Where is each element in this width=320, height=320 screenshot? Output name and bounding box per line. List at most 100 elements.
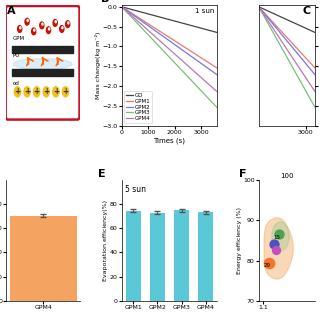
GO xyxy=(120,5,124,9)
Text: GPM: GPM xyxy=(12,36,24,41)
Text: 29: 29 xyxy=(263,263,270,268)
Bar xyxy=(198,212,213,301)
Line: GPM1: GPM1 xyxy=(122,7,217,68)
GPM2 xyxy=(207,67,211,71)
GO xyxy=(215,31,219,35)
Circle shape xyxy=(40,22,44,29)
GO xyxy=(207,28,211,32)
GO xyxy=(125,6,129,10)
Circle shape xyxy=(34,87,40,97)
GO xyxy=(138,10,141,13)
Point xyxy=(271,242,276,247)
Circle shape xyxy=(68,22,69,24)
GPM4 xyxy=(211,86,214,90)
Circle shape xyxy=(18,26,22,32)
GPM4 xyxy=(207,83,211,87)
Circle shape xyxy=(66,21,70,28)
GPM1 xyxy=(211,63,214,67)
GPM3 xyxy=(145,32,149,36)
GPM3 xyxy=(125,11,129,15)
GPM1 xyxy=(125,9,129,12)
Line: GPM3: GPM3 xyxy=(122,7,217,108)
Y-axis label: Energy efficiency (%): Energy efficiency (%) xyxy=(236,207,242,274)
GPM3 xyxy=(207,97,211,101)
Point xyxy=(276,232,282,237)
GPM3 xyxy=(211,101,214,105)
Text: 1 sun: 1 sun xyxy=(195,8,214,14)
Circle shape xyxy=(27,20,28,21)
GPM4 xyxy=(125,10,129,14)
X-axis label: Times (s): Times (s) xyxy=(154,138,186,144)
GPM2 xyxy=(120,5,124,9)
Text: +: + xyxy=(24,87,30,96)
Polygon shape xyxy=(264,218,293,279)
Text: +: + xyxy=(62,87,68,96)
Circle shape xyxy=(53,20,57,26)
GPM3 xyxy=(120,5,124,9)
Circle shape xyxy=(49,28,50,30)
Circle shape xyxy=(34,29,35,31)
Line: GO: GO xyxy=(122,7,217,33)
GPM2 xyxy=(125,9,129,13)
Circle shape xyxy=(20,27,21,29)
GPM1 xyxy=(124,7,127,11)
Circle shape xyxy=(43,87,49,97)
Text: A: A xyxy=(7,6,16,16)
GPM4 xyxy=(124,8,127,12)
GPM1 xyxy=(138,16,141,20)
Text: od: od xyxy=(12,81,19,86)
Bar xyxy=(174,211,189,301)
Point xyxy=(273,248,278,253)
GPM4 xyxy=(215,90,219,94)
Circle shape xyxy=(53,87,59,97)
GPM4 xyxy=(138,21,141,25)
GPM2 xyxy=(124,8,127,12)
Circle shape xyxy=(62,27,63,29)
Circle shape xyxy=(62,87,68,97)
GO xyxy=(145,12,149,16)
Text: F: F xyxy=(239,169,246,179)
GPM3 xyxy=(124,9,127,13)
Circle shape xyxy=(60,26,64,32)
GPM4 xyxy=(145,28,149,31)
FancyBboxPatch shape xyxy=(6,6,80,120)
GPM2 xyxy=(138,18,141,21)
Text: +: + xyxy=(43,87,49,96)
GPM2 xyxy=(145,23,149,27)
Text: +: + xyxy=(34,87,40,96)
Circle shape xyxy=(32,28,36,35)
GPM1 xyxy=(207,61,211,65)
Line: GPM2: GPM2 xyxy=(122,7,217,75)
GPM2 xyxy=(215,73,219,77)
Bar xyxy=(126,211,140,301)
Bar xyxy=(12,46,73,53)
Text: PU: PU xyxy=(12,53,20,58)
Line: GPM4: GPM4 xyxy=(122,7,217,92)
GO xyxy=(211,29,214,33)
GPM1 xyxy=(120,5,124,9)
Bar xyxy=(10,216,77,301)
GPM1 xyxy=(215,66,219,70)
Circle shape xyxy=(55,21,56,23)
Text: +: + xyxy=(14,87,20,96)
Text: C: C xyxy=(302,6,311,16)
Text: 100: 100 xyxy=(280,173,294,179)
Circle shape xyxy=(46,27,51,34)
Circle shape xyxy=(24,87,30,97)
GPM2 xyxy=(211,69,214,73)
Text: 5 sun: 5 sun xyxy=(124,185,146,194)
GPM4 xyxy=(120,5,124,9)
Bar xyxy=(150,212,165,301)
GPM3 xyxy=(138,24,141,28)
Circle shape xyxy=(25,18,29,25)
GO xyxy=(124,6,127,10)
Text: +: + xyxy=(53,87,59,96)
Circle shape xyxy=(14,87,20,97)
GPM1 xyxy=(145,21,149,25)
GPM3 xyxy=(215,106,219,110)
Bar xyxy=(12,69,73,76)
Text: 15: 15 xyxy=(273,235,280,240)
Legend: GO, GPM1, GPM2, GPM3, GPM4: GO, GPM1, GPM2, GPM3, GPM4 xyxy=(124,91,152,123)
Circle shape xyxy=(42,23,43,25)
Ellipse shape xyxy=(13,59,72,69)
